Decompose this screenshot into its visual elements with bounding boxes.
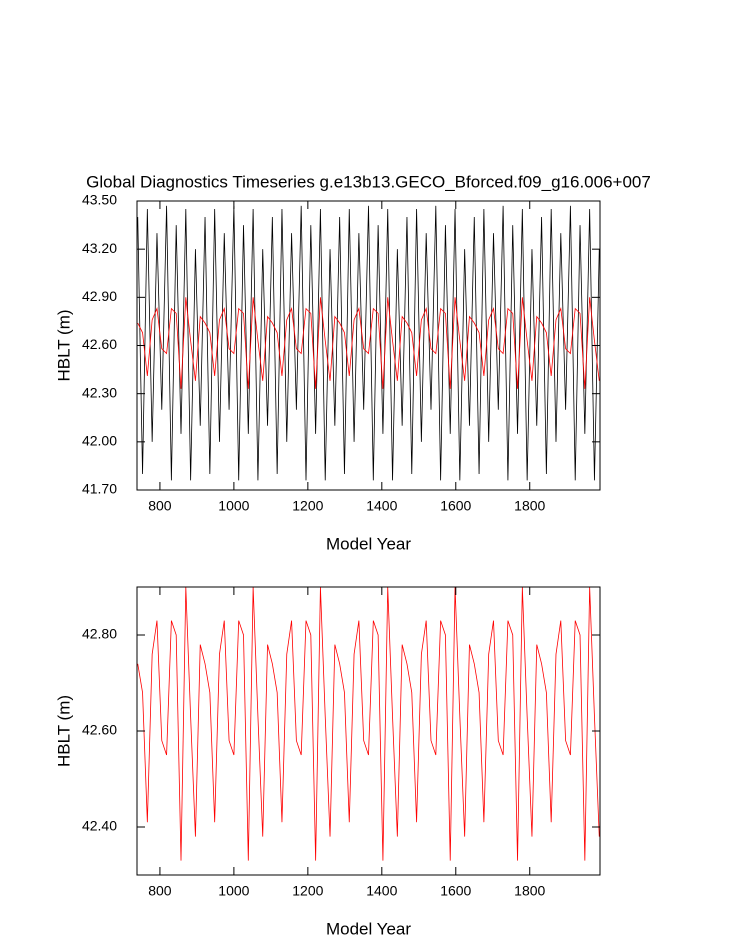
- x-tick-label: 1800: [514, 498, 545, 514]
- x-tick-label: 1800: [514, 883, 545, 899]
- y-tick-label: 42.90: [82, 288, 117, 304]
- y-tick-label: 41.70: [82, 481, 117, 497]
- y-axis-label: HBLT (m): [54, 695, 73, 767]
- y-tick-label: 43.50: [82, 192, 117, 208]
- y-tick-label: 42.00: [82, 433, 117, 449]
- x-tick-label: 1000: [218, 498, 249, 514]
- x-tick-label: 1400: [366, 883, 397, 899]
- y-tick-label: 42.40: [82, 818, 117, 834]
- data-line: [137, 205, 600, 481]
- y-tick-label: 42.60: [82, 722, 117, 738]
- x-tick-label: 1200: [292, 883, 323, 899]
- x-axis-label: Model Year: [326, 534, 411, 553]
- plot-frame: [136, 586, 601, 876]
- x-tick-label: 1600: [440, 498, 471, 514]
- x-tick-label: 1200: [292, 498, 323, 514]
- y-tick-label: 42.60: [82, 336, 117, 352]
- x-tick-label: 1600: [440, 883, 471, 899]
- chart-title: Global Diagnostics Timeseries g.e13b13.G…: [86, 172, 651, 191]
- plot-frame: [136, 200, 601, 491]
- x-tick-label: 1000: [218, 883, 249, 899]
- x-tick-label: 800: [148, 498, 172, 514]
- y-tick-label: 43.20: [82, 240, 117, 256]
- data-line: [137, 297, 600, 389]
- y-tick-label: 42.30: [82, 384, 117, 400]
- y-tick-label: 42.80: [82, 626, 117, 642]
- x-tick-label: 1400: [366, 498, 397, 514]
- x-axis-label: Model Year: [326, 919, 411, 938]
- x-tick-label: 800: [148, 883, 172, 899]
- y-axis-label: HBLT (m): [54, 309, 73, 381]
- data-line: [137, 586, 600, 861]
